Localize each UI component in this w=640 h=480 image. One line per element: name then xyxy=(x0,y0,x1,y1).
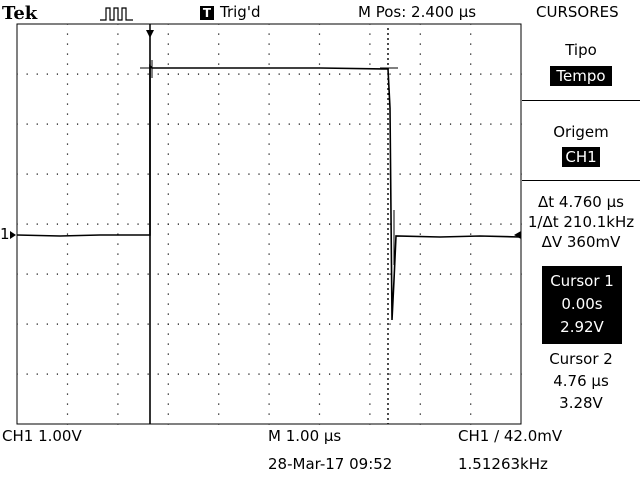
acquire-icon xyxy=(100,7,133,21)
trigger-status-text: Trig'd xyxy=(220,3,261,21)
trigger-position-marker xyxy=(146,30,154,38)
ch1-scale: CH1 1.00V xyxy=(2,427,82,445)
horizontal-position: M Pos: 2.400 µs xyxy=(358,3,477,21)
cursor-1-label: Cursor 1 xyxy=(550,272,614,290)
cursor-2-volt: 3.28V xyxy=(559,394,603,412)
origem-value-button[interactable]: CH1 xyxy=(562,147,600,167)
cursor-1-volt: 2.92V xyxy=(560,318,604,336)
trigger-setting: CH1 ∕ 42.0mV xyxy=(458,427,563,445)
trigger-frequency: 1.51263kHz xyxy=(458,455,548,473)
datetime: 28-Mar-17 09:52 xyxy=(268,455,393,473)
trigger-icon: T xyxy=(200,6,214,20)
cursor-2-label: Cursor 2 xyxy=(549,350,613,368)
timebase: M 1.00 µs xyxy=(268,427,342,445)
delta-v-readout: ΔV 360mV xyxy=(541,233,621,251)
ch1-trace xyxy=(16,64,521,321)
inverse-delta-t-readout: 1/Δt 210.1kHz xyxy=(527,213,635,231)
trigger-level-marker xyxy=(514,231,521,239)
tipo-label: Tipo xyxy=(565,41,597,59)
tipo-value-button[interactable]: Tempo xyxy=(550,66,612,86)
cursor-2-time: 4.76 µs xyxy=(553,372,609,390)
brand-logo: Tek xyxy=(2,3,38,24)
origem-label: Origem xyxy=(553,123,609,141)
graticule-grid xyxy=(16,23,522,425)
ch1-marker-label: 1 xyxy=(0,225,10,243)
cursor-1-button[interactable]: Cursor 1 0.00s 2.92V xyxy=(542,266,622,344)
trigger-status: T Trig'd xyxy=(200,4,260,21)
cursor-1-time: 0.00s xyxy=(561,295,603,313)
cursor-2-button[interactable]: Cursor 2 4.76 µs 3.28V xyxy=(522,348,640,414)
cursor-menu: Tipo Tempo Origem CH1 Δt 4.760 µs 1/Δt 2… xyxy=(522,0,640,424)
menu-title: CURSORES xyxy=(536,3,619,21)
ch1-ground-marker xyxy=(10,231,16,239)
delta-t-readout: Δt 4.760 µs xyxy=(538,193,624,211)
